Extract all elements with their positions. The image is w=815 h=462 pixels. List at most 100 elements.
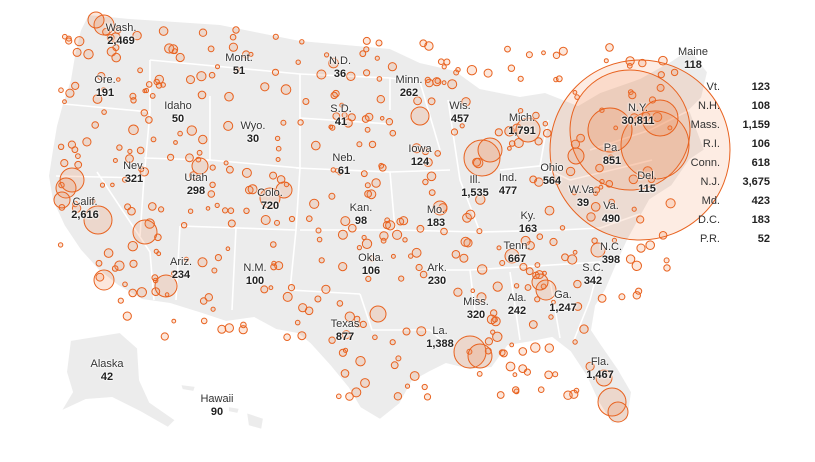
state-case-count: 298 (186, 185, 206, 197)
county-bubble (463, 139, 501, 177)
state-name: La. (432, 325, 448, 337)
county-bubble (364, 182, 371, 189)
county-bubble (280, 119, 287, 126)
county-bubble (613, 125, 619, 131)
county-bubble (572, 339, 578, 345)
county-bubble (361, 238, 373, 250)
county-bubble (490, 329, 496, 335)
state-name: Pa. (603, 142, 621, 154)
state-name: Mo. (426, 204, 446, 216)
state-label: Tenn. 667 (504, 240, 531, 266)
county-bubble (198, 28, 208, 37)
county-bubble (421, 383, 428, 391)
county-bubble (316, 236, 323, 243)
county-bubble (371, 178, 381, 188)
county-bubble (339, 102, 345, 108)
state-name: W.Va. (568, 184, 598, 196)
state-case-count: 242 (507, 305, 527, 317)
state-name: S.C. (582, 262, 604, 274)
county-bubble (567, 147, 585, 165)
state-label: Ore. 191 (94, 74, 115, 100)
county-bubble (156, 251, 162, 257)
county-bubble (531, 273, 549, 291)
county-bubble (321, 284, 331, 294)
state-case-count: 98 (354, 215, 368, 227)
state-name: Nev. (123, 160, 145, 172)
county-bubble (535, 279, 557, 301)
county-bubble (632, 291, 641, 300)
county-bubble (395, 355, 402, 362)
county-bubble (287, 284, 296, 292)
county-bubble (548, 314, 554, 320)
state-name: Maine (678, 46, 708, 58)
state-name: Minn. (395, 74, 423, 86)
state-case-count: 342 (583, 275, 603, 287)
county-bubble (390, 361, 399, 370)
county-bubble (534, 296, 541, 303)
county-bubble (427, 97, 436, 106)
county-bubble (496, 245, 502, 251)
county-bubble (492, 331, 503, 342)
county-bubble (297, 119, 304, 126)
county-bubble (356, 245, 362, 251)
county-bubble (111, 52, 121, 63)
county-bubble (191, 157, 209, 175)
state-name: Va. (603, 200, 619, 212)
state-name: Iowa (408, 143, 432, 155)
county-bubble (229, 33, 237, 41)
state-name: Del. (637, 170, 657, 182)
county-bubble (402, 327, 411, 336)
county-bubble (652, 112, 663, 122)
county-bubble (517, 108, 524, 114)
county-bubble (87, 11, 105, 29)
county-bubble (359, 320, 367, 328)
state-name: Ark. (427, 262, 447, 274)
county-bubble (288, 215, 296, 223)
county-bubble (332, 112, 341, 120)
county-bubble (563, 390, 573, 400)
county-bubble (143, 87, 149, 94)
county-bubble (297, 331, 307, 341)
side-state-name: D.C. (698, 214, 720, 226)
county-bubble (376, 95, 385, 104)
county-bubble (411, 143, 422, 154)
side-state-name: Mass. (690, 119, 720, 131)
county-bubble (368, 255, 375, 262)
county-bubble (411, 247, 422, 258)
state-name: Fla. (590, 356, 610, 368)
county-bubble (504, 45, 511, 53)
county-bubble (180, 222, 188, 229)
county-bubble (209, 164, 216, 171)
county-bubble (416, 326, 427, 337)
county-bubble (338, 262, 348, 272)
county-bubble (186, 125, 198, 136)
county-bubble (132, 219, 158, 245)
county-bubble (60, 159, 69, 168)
state-case-count: 115 (638, 183, 656, 195)
state-label: Kan. 98 (350, 202, 373, 228)
county-bubble (598, 184, 604, 190)
county-bubble (260, 82, 270, 92)
county-bubble (328, 57, 339, 69)
county-bubble (344, 311, 355, 322)
county-bubble (309, 198, 320, 209)
county-bubble (223, 120, 234, 131)
county-bubble (337, 170, 343, 176)
county-bubble (587, 107, 633, 153)
county-bubble (337, 229, 348, 240)
county-bubble (354, 320, 362, 328)
county-bubble (55, 177, 77, 199)
county-bubble (432, 200, 448, 216)
county-bubble (459, 253, 469, 263)
county-bubble (579, 324, 589, 334)
county-bubble (248, 51, 254, 57)
state-label: Ind. 477 (499, 172, 517, 198)
county-bubble (282, 291, 293, 302)
state-label: Iowa 124 (408, 143, 431, 169)
county-bubble (552, 51, 561, 59)
side-state-value: 1,159 (742, 119, 770, 131)
county-bubble (404, 383, 411, 389)
county-bubble (341, 330, 351, 340)
county-bubble (144, 218, 155, 229)
state-case-count: 36 (333, 68, 347, 80)
